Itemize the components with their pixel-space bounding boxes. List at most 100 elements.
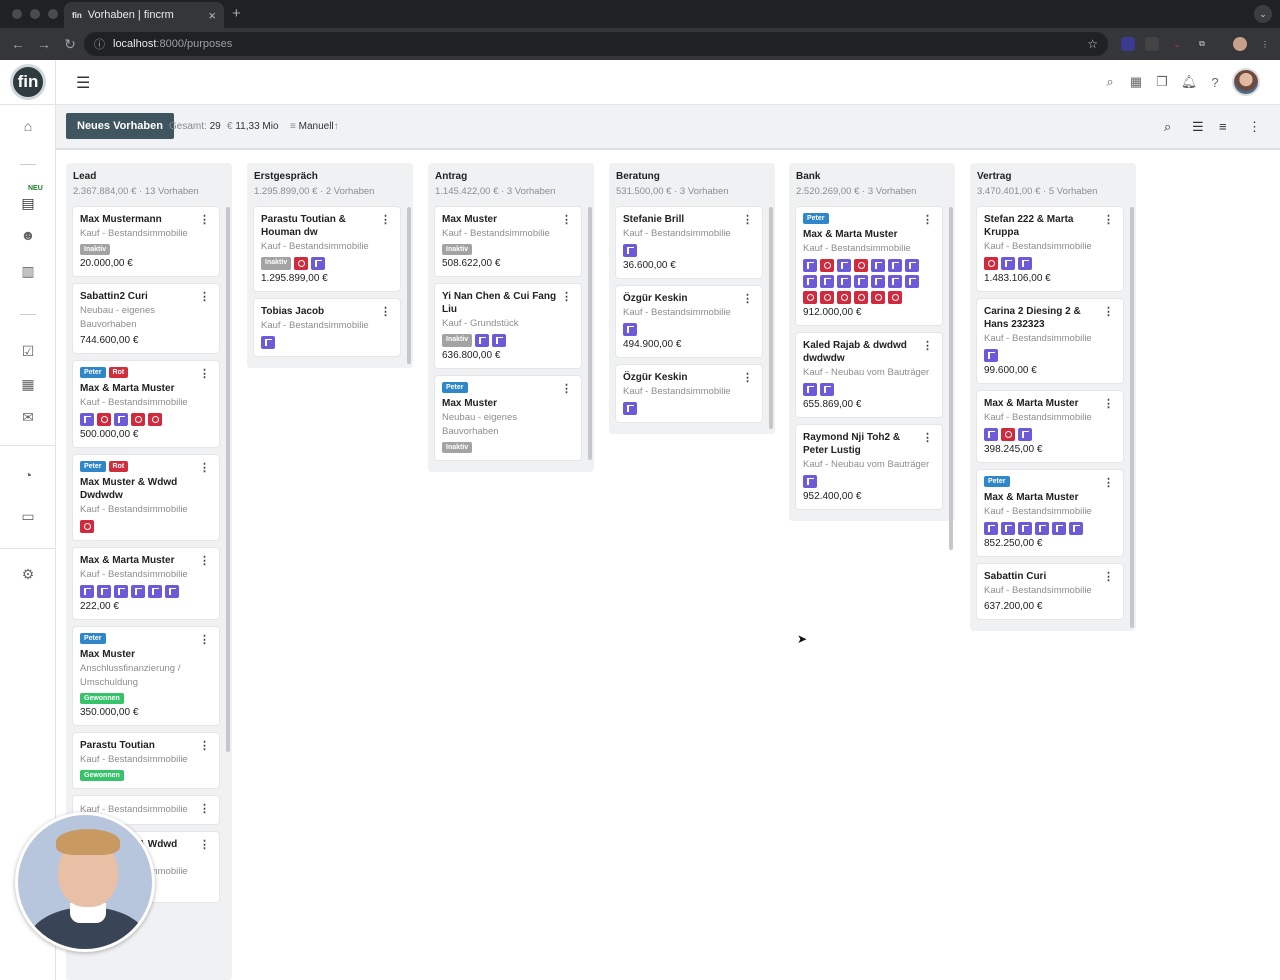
column-scrollbar[interactable] <box>949 207 953 550</box>
tasks-icon[interactable]: ❐ <box>1156 74 1168 89</box>
extension-icon[interactable]: ⌄ <box>1170 37 1184 51</box>
card-menu-icon[interactable]: ⋮ <box>1103 306 1114 318</box>
back-icon[interactable]: ← <box>11 36 25 52</box>
card-menu-icon[interactable]: ⋮ <box>922 340 933 352</box>
purposes-icon[interactable]: ▤ <box>21 194 35 211</box>
forward-icon[interactable]: → <box>37 36 51 52</box>
new-tab-icon[interactable]: + <box>232 5 241 22</box>
menu-icon[interactable]: ☰ <box>76 75 91 92</box>
purpose-card[interactable]: ⋮ Peter Max Muster Anschlussfinanzierung / … <box>73 627 219 725</box>
close-tab-icon[interactable]: × <box>208 7 216 23</box>
purpose-card[interactable]: ⋮ Peter Max Muster Neubau - eigenes Bauvorh… <box>435 376 581 460</box>
address-bar[interactable]: ⓘ localhost:8000/purposes ☆ <box>84 32 1108 56</box>
card-name: Tobias Jacob <box>261 306 325 317</box>
purpose-card[interactable]: ⋮ Stefanie Brill Kauf - Bestandsimmobilie 3… <box>616 207 762 278</box>
company-icon[interactable]: ▥ <box>21 262 35 279</box>
reports-icon[interactable]: ◔ <box>23 467 33 483</box>
card-menu-icon[interactable]: ⋮ <box>199 803 210 815</box>
purpose-card[interactable]: ⋮ Sabattin2 Curi Neubau - eigenes Bauvorha… <box>73 284 219 353</box>
card-menu-icon[interactable]: ⋮ <box>199 634 210 646</box>
purpose-card[interactable]: ⋮ Özgür Keskin Kauf - Bestandsimmobilie 494… <box>616 286 762 357</box>
card-menu-icon[interactable]: ⋮ <box>380 214 391 226</box>
purpose-card[interactable]: ⋮ Peter Max & Marta Muster Kauf - Bestandsi… <box>977 470 1123 556</box>
calendar-icon[interactable]: ▦ <box>21 375 35 392</box>
filter-icon[interactable]: ≡ <box>1219 119 1227 134</box>
card-menu-icon[interactable]: ⋮ <box>199 214 210 226</box>
column-scrollbar[interactable] <box>588 207 592 460</box>
purpose-card[interactable]: ⋮ Tobias Jacob Kauf - Bestandsimmobilie <box>254 299 400 356</box>
purpose-card[interactable]: ⋮ Parastu Toutian & Houman dw Kauf - Besta… <box>254 207 400 291</box>
purpose-card[interactable]: ⋮ Kaled Rajab & dwdwd dwdwdw Kauf - Neubau… <box>796 333 942 417</box>
card-menu-icon[interactable]: ⋮ <box>199 839 210 851</box>
sort-selector[interactable]: ≡ Manuell↑ <box>290 121 339 132</box>
purpose-card[interactable]: ⋮ Sabattin Curi Kauf - Bestandsimmobilie 63… <box>977 564 1123 619</box>
column-scrollbar[interactable] <box>1130 207 1134 628</box>
search-icon[interactable]: ⌕ <box>1164 119 1172 134</box>
purpose-card[interactable]: ⋮ Stefan 222 & Marta Kruppa Kauf - Bestand… <box>977 207 1123 291</box>
purpose-card[interactable]: ⋮ Max Mustermann Kauf - Bestandsimmobilie I… <box>73 207 219 276</box>
purpose-card[interactable]: ⋮ Max Muster Kauf - Bestandsimmobilie Inakt… <box>435 207 581 276</box>
purpose-card[interactable]: ⋮ Peter Rot Max Muster & Wdwd Dwdwdw Kauf - … <box>73 455 219 540</box>
more-options-icon[interactable]: ⋮ <box>1248 119 1261 134</box>
window-controls[interactable] <box>12 9 58 19</box>
card-menu-icon[interactable]: ⋮ <box>199 368 210 380</box>
column-summary: 2.520.269,00 € · 3 Vorhaben <box>796 186 917 197</box>
card-menu-icon[interactable]: ⋮ <box>1103 571 1114 583</box>
card-menu-icon[interactable]: ⋮ <box>922 214 933 226</box>
card-menu-icon[interactable]: ⋮ <box>199 291 210 303</box>
contacts-icon[interactable]: ☻ <box>20 227 36 243</box>
card-menu-icon[interactable]: ⋮ <box>561 214 572 226</box>
card-menu-icon[interactable]: ⋮ <box>561 291 572 303</box>
reload-icon[interactable]: ↻ <box>64 35 76 52</box>
purpose-card[interactable]: ⋮ Peter Max & Marta Muster Kauf - Bestandsi… <box>796 207 942 325</box>
purpose-card[interactable]: ⋮ Max & Marta Muster Kauf - Bestandsimmobi… <box>73 548 219 619</box>
document-badge-icon <box>97 585 111 598</box>
purpose-card[interactable]: ⋮ Yi Nan Chen & Cui Fang Liu Kauf - Grunds… <box>435 284 581 368</box>
column-scrollbar[interactable] <box>769 207 773 429</box>
card-menu-icon[interactable]: ⋮ <box>742 372 753 384</box>
mail-icon[interactable]: ✉ <box>22 408 34 425</box>
card-menu-icon[interactable]: ⋮ <box>922 432 933 444</box>
card-menu-icon[interactable]: ⋮ <box>1103 214 1114 226</box>
calendar-icon[interactable]: ▦ <box>1129 74 1143 89</box>
card-menu-icon[interactable]: ⋮ <box>742 293 753 305</box>
home-icon[interactable]: ⌂ <box>23 118 33 134</box>
card-type: Kauf - Bestandsimmobilie <box>261 320 369 331</box>
card-menu-icon[interactable]: ⋮ <box>1103 477 1114 489</box>
purpose-card[interactable]: ⋮ Carina 2 Diesing 2 & Hans 232323 Kauf - … <box>977 299 1123 383</box>
tasks-icon[interactable]: ☑ <box>21 342 35 359</box>
card-menu-icon[interactable]: ⋮ <box>1103 398 1114 410</box>
finance-icon[interactable]: ▭ <box>21 507 35 524</box>
app-logo[interactable]: fin <box>10 64 46 100</box>
settings-icon[interactable]: ⚙ <box>21 565 35 582</box>
purpose-card[interactable]: ⋮ Parastu Toutian Kauf - Bestandsimmobilie… <box>73 733 219 788</box>
column-scrollbar[interactable] <box>407 207 411 364</box>
purpose-card[interactable]: ⋮ Peter Rot Max & Marta Muster Kauf - Bestan… <box>73 361 219 447</box>
help-icon[interactable]: ? <box>1211 74 1219 90</box>
site-info-icon[interactable]: ⓘ <box>94 39 105 51</box>
column-scrollbar[interactable] <box>226 207 230 752</box>
browser-menu-icon[interactable]: ⋮ <box>1261 39 1269 49</box>
tab-search-icon[interactable]: ⌄ <box>1254 5 1272 23</box>
purpose-card[interactable]: ⋮ Max & Marta Muster Kauf - Bestandsimmobi… <box>977 391 1123 462</box>
browser-tab[interactable]: fin Vorhaben | fincrm × <box>64 2 224 28</box>
card-name: Max Muster <box>442 214 498 225</box>
search-icon[interactable]: ⌕ <box>1106 74 1114 89</box>
card-menu-icon[interactable]: ⋮ <box>380 306 391 318</box>
card-menu-icon[interactable]: ⋮ <box>199 462 210 474</box>
extensions-puzzle-icon[interactable]: ⧉ <box>1199 39 1205 48</box>
purpose-card[interactable]: ⋮ Raymond Nji Toh2 & Peter Lustig Kauf - N… <box>796 425 942 509</box>
list-view-icon[interactable]: ☰ <box>1192 119 1204 134</box>
profile-icon[interactable] <box>1233 37 1247 51</box>
card-menu-icon[interactable]: ⋮ <box>199 740 210 752</box>
bookmark-star-icon[interactable]: ☆ <box>1087 37 1098 51</box>
card-menu-icon[interactable]: ⋮ <box>742 214 753 226</box>
extension-icon[interactable] <box>1145 37 1159 51</box>
new-purpose-button[interactable]: Neues Vorhaben <box>66 113 174 139</box>
user-avatar[interactable] <box>1232 68 1260 96</box>
purpose-card[interactable]: ⋮ Özgür Keskin Kauf - Bestandsimmobilie <box>616 365 762 422</box>
card-menu-icon[interactable]: ⋮ <box>199 555 210 567</box>
bell-icon[interactable]: 🔔︎ <box>1180 74 1198 89</box>
card-menu-icon[interactable]: ⋮ <box>561 383 572 395</box>
extension-icon[interactable] <box>1121 37 1135 51</box>
